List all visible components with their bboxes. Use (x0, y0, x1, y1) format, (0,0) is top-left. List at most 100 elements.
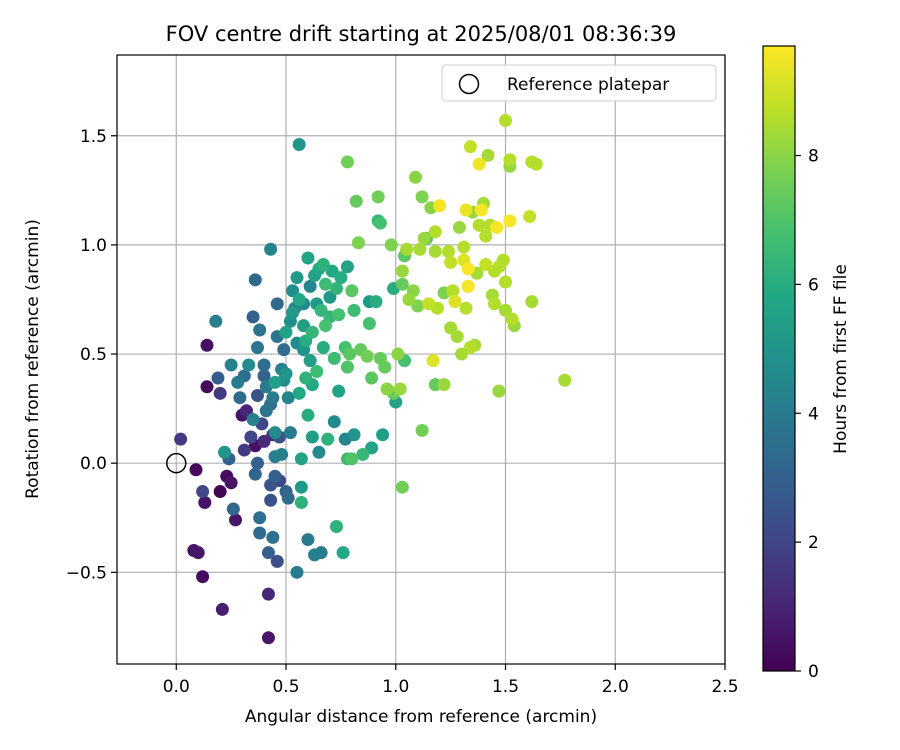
data-point (257, 434, 271, 448)
data-point (261, 631, 275, 645)
data-point (275, 447, 289, 461)
data-point (305, 430, 319, 444)
data-point (343, 347, 357, 361)
data-point (319, 319, 333, 333)
data-point (452, 220, 466, 234)
data-point (301, 533, 315, 547)
scatter-points (174, 113, 572, 645)
data-point (316, 258, 330, 272)
data-point (558, 373, 572, 387)
y-axis-label: Rotation from reference (arcmin) (23, 219, 43, 499)
data-point (472, 218, 486, 232)
data-point (226, 502, 240, 516)
data-point (402, 292, 416, 306)
data-point (499, 113, 513, 127)
data-point (345, 284, 359, 298)
plot-background (117, 55, 725, 664)
data-point (499, 275, 513, 289)
data-point (281, 391, 295, 405)
data-point (290, 565, 304, 579)
data-point (250, 456, 264, 470)
data-point (246, 310, 260, 324)
data-point (360, 349, 374, 363)
y-tick-label: 1.0 (80, 236, 107, 256)
data-point (380, 382, 394, 396)
data-point (231, 375, 245, 389)
data-point (242, 358, 256, 372)
data-point (481, 148, 495, 162)
data-point (441, 244, 455, 258)
data-point (437, 378, 451, 392)
data-point (294, 495, 308, 509)
plot-area: 0.0 0.5 1.0 1.5 2.0 2.5 −0.5 0.0 0.5 1.0 1.5 Refe… (66, 54, 739, 697)
colorbar-ticks: 0 2 4 6 8 (795, 147, 819, 682)
data-point (248, 467, 262, 481)
data-point (446, 284, 460, 298)
data-point (268, 375, 282, 389)
x-tick-label: 0.0 (163, 677, 190, 697)
data-point (213, 485, 227, 499)
x-tick-label: 2.0 (602, 677, 629, 697)
data-point (253, 323, 267, 337)
data-point (461, 262, 475, 276)
data-point (417, 231, 431, 245)
data-point (213, 386, 227, 400)
colorbar-tick-label: 0 (808, 662, 819, 682)
data-point (362, 316, 376, 330)
data-point (290, 271, 304, 285)
data-point (340, 155, 354, 169)
data-point (395, 264, 409, 278)
colorbar: 0 2 4 6 8 Hours from first FF file (762, 45, 851, 682)
data-point (303, 354, 317, 368)
data-point (329, 282, 343, 296)
data-point (523, 210, 537, 224)
data-point (384, 238, 398, 252)
data-point (488, 297, 502, 311)
x-tick-label: 1.5 (492, 677, 519, 697)
data-point (270, 297, 284, 311)
data-point (250, 389, 264, 403)
data-point (292, 292, 306, 306)
data-point (529, 157, 543, 171)
data-point (503, 153, 517, 167)
data-point (299, 371, 313, 385)
data-point (237, 443, 251, 457)
data-point (250, 340, 264, 354)
data-point (321, 432, 335, 446)
data-point (218, 445, 232, 459)
data-point (305, 325, 319, 339)
data-point (257, 369, 271, 383)
data-point (356, 447, 370, 461)
data-point (347, 303, 361, 317)
colorbar-tick-label: 6 (808, 275, 819, 295)
data-point (472, 157, 486, 171)
chart-title: FOV centre drift starting at 2025/08/01 … (166, 22, 677, 46)
data-point (450, 330, 464, 344)
data-point (312, 445, 326, 459)
data-point (270, 554, 284, 568)
data-point (268, 469, 282, 483)
data-point (200, 338, 214, 352)
data-point (459, 301, 473, 315)
y-tick-label: −0.5 (66, 563, 107, 583)
data-point (253, 511, 267, 525)
legend-marker (458, 73, 480, 95)
x-axis-ticks: 0.0 0.5 1.0 1.5 2.0 2.5 (163, 664, 739, 697)
data-point (198, 495, 212, 509)
colorbar-label: Hours from first FF file (831, 264, 851, 454)
data-point (224, 476, 238, 490)
data-point (281, 491, 295, 505)
data-point (413, 242, 427, 256)
data-point (463, 140, 477, 154)
data-point (329, 519, 343, 533)
data-point (259, 404, 273, 418)
data-point (376, 428, 390, 442)
data-point (264, 493, 278, 507)
data-point (229, 513, 243, 527)
data-point (292, 386, 306, 400)
data-point (400, 242, 414, 256)
data-point (244, 430, 258, 444)
data-point (196, 485, 210, 499)
reference-platepar-marker (166, 452, 187, 474)
